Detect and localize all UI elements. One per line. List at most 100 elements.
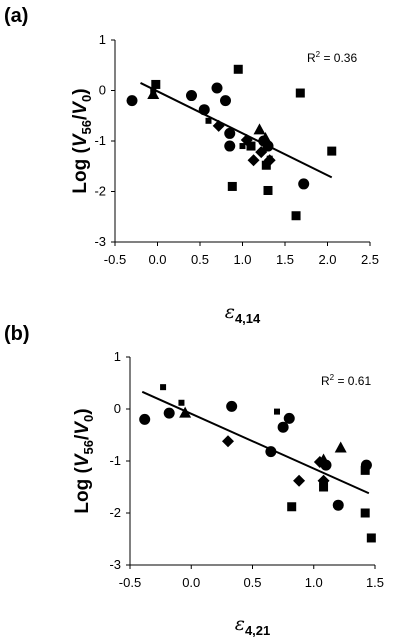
data-point-square [360, 465, 370, 475]
data-point-square [287, 502, 297, 512]
y-tick-label: -3 [109, 557, 121, 572]
data-point-square [246, 141, 256, 151]
data-point-circle [220, 95, 231, 107]
y-tick-label: -2 [94, 184, 106, 199]
y-tick-label: -3 [94, 234, 106, 249]
r-squared-value: = 0.61 [334, 374, 371, 388]
y-label-sub2: 0 [81, 415, 96, 422]
y-tick-label: 0 [99, 83, 106, 98]
y-label-var2: V [72, 421, 93, 435]
y-label-var2: V [70, 101, 91, 115]
regression-line [141, 390, 370, 495]
x-label-symbol: ε [225, 301, 235, 323]
data-point-square [261, 160, 271, 170]
x-tick-label: 0.5 [243, 575, 261, 590]
data-point-diamond [293, 474, 306, 487]
data-point-square [360, 508, 370, 518]
data-point-diamond [317, 474, 330, 487]
data-point-circle [126, 95, 138, 107]
x-tick-label: 2.0 [318, 252, 336, 267]
x-tick-label: 0.5 [191, 252, 209, 267]
y-tick-label: 1 [114, 349, 121, 364]
x-tick-label: 0.0 [182, 575, 200, 590]
y-label-suffix: ) [72, 408, 93, 414]
x-label-subscript: 4,21 [245, 623, 270, 638]
data-point-diamond [222, 435, 234, 448]
data-point-circle [298, 178, 310, 190]
data-point-square [151, 79, 161, 89]
y-tick-label: -2 [109, 505, 121, 520]
data-point-diamond [247, 154, 260, 167]
data-point-circle [163, 407, 175, 419]
data-point-small-square [205, 117, 212, 124]
data-point-small-square [274, 408, 280, 415]
data-point-diamond [240, 133, 253, 146]
y-tick-label: 0 [114, 401, 121, 416]
x-label-subscript: 4,14 [235, 311, 261, 326]
y-label-var1: V [72, 453, 93, 467]
regression-line [140, 82, 333, 179]
data-point-small-square [239, 143, 246, 150]
x-tick-label: -0.5 [104, 252, 126, 267]
data-point-circle [262, 140, 274, 152]
y-label-prefix: Log ( [72, 466, 93, 513]
y-label-sub2: 0 [79, 95, 94, 102]
data-point-diamond [263, 154, 276, 167]
data-point-triangle [334, 441, 347, 453]
data-point-circle [186, 90, 197, 102]
y-tick-label: -1 [109, 453, 121, 468]
x-tick-label: -0.5 [119, 575, 141, 590]
data-point-circle [198, 104, 210, 116]
r-squared-r: R [321, 374, 330, 388]
y-label-slash: / [72, 434, 93, 440]
x-label-symbol: ε [235, 613, 245, 635]
x-axis-label: ε4,21 [235, 613, 271, 638]
x-tick-label: 0.0 [148, 252, 166, 267]
data-point-small-square [178, 399, 185, 406]
panel-label: (a) [4, 5, 28, 27]
r-squared-superscript: 2 [330, 373, 335, 382]
x-tick-label: 1.0 [305, 575, 323, 590]
r-squared-superscript: 2 [316, 50, 321, 59]
data-point-square [291, 211, 301, 221]
x-tick-label: 1.5 [276, 252, 294, 267]
y-label-sub1: 56 [81, 440, 96, 454]
data-point-square [227, 181, 237, 191]
x-tick-label: 1.0 [233, 252, 251, 267]
r-squared-annotation: R2 = 0.36 [307, 50, 357, 65]
data-point-triangle [147, 88, 160, 100]
data-point-circle [277, 421, 289, 433]
data-point-square [327, 146, 337, 156]
chart-panel-a: (a) 1 0 -1 -2 -3 -0.5 0.0 0.5 1.0 1.5 2.0 2.5 R2 = 0.… [4, 5, 379, 326]
data-point-small-square [160, 384, 167, 391]
data-point-circle [211, 82, 223, 94]
r-squared-value: = 0.36 [320, 51, 357, 65]
y-label-prefix: Log ( [70, 146, 91, 193]
y-label-sub1: 56 [79, 120, 94, 134]
data-point-circle [224, 127, 236, 139]
data-point-diamond [313, 456, 326, 469]
y-label-suffix: ) [70, 88, 91, 94]
y-axis-label: Log (V56/V0) [70, 88, 94, 193]
y-tick-label: -1 [94, 133, 106, 148]
x-axis-label: ε4,14 [225, 301, 261, 326]
data-point-square [295, 88, 305, 98]
data-point-circle [226, 400, 238, 412]
data-point-square [319, 482, 329, 492]
r-squared-r: R [307, 51, 316, 65]
x-tick-label: 1.5 [366, 575, 384, 590]
data-point-square [366, 533, 376, 543]
r-squared-annotation: R2 = 0.61 [321, 373, 371, 388]
data-point-triangle [259, 131, 272, 143]
data-point-triangle [179, 406, 192, 418]
data-point-circle [265, 446, 277, 458]
data-point-diamond [255, 146, 268, 159]
data-point-circle [332, 499, 344, 511]
chart-panel-b: (b) 1 0 -1 -2 -3 -0.5 0.0 0.5 1.0 1.5 R2 = 0.61 Log … [4, 323, 384, 638]
data-point-diamond [212, 119, 225, 132]
y-label-var1: V [70, 133, 91, 147]
y-label-slash: / [70, 114, 91, 120]
data-point-square [263, 185, 273, 195]
data-point-circle [224, 140, 236, 152]
